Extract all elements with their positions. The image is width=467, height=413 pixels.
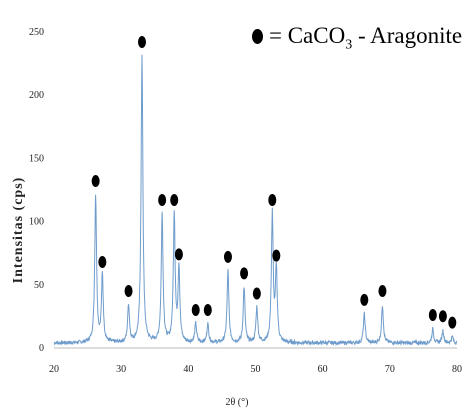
y-axis-label: Intensitas (cps) <box>11 177 26 284</box>
chart-series <box>53 54 458 347</box>
aragonite-marker <box>124 285 133 298</box>
x-axis-label: 2θ (°) <box>226 397 249 408</box>
y-tick-label: 150 <box>29 153 44 164</box>
aragonite-marker <box>203 303 212 316</box>
aragonite-marker <box>272 249 281 262</box>
aragonite-marker <box>428 309 437 322</box>
legend-text-suffix: - Aragonite <box>352 23 463 48</box>
legend-subscript: 3 <box>345 37 353 53</box>
aragonite-marker <box>448 316 457 329</box>
aragonite-marker <box>360 293 369 306</box>
aragonite-marker <box>240 267 249 280</box>
aragonite-marker <box>137 36 146 49</box>
y-tick-label: 200 <box>29 90 44 101</box>
aragonite-marker <box>252 287 261 300</box>
y-tick-label: 50 <box>34 280 44 291</box>
x-tick-label: 70 <box>385 364 395 375</box>
aragonite-marker <box>91 175 100 188</box>
aragonite-marker <box>98 255 107 268</box>
aragonite-marker <box>438 310 447 323</box>
x-tick-label: 50 <box>251 364 261 375</box>
aragonite-marker <box>378 285 387 298</box>
aragonite-marker <box>223 250 232 263</box>
x-tick-label: 40 <box>183 364 193 375</box>
legend-marker-icon <box>252 29 263 44</box>
y-tick-label: 250 <box>29 27 44 38</box>
x-tick-label: 20 <box>49 364 59 375</box>
aragonite-marker <box>174 248 183 261</box>
y-tick-label: 0 <box>39 343 44 354</box>
aragonite-marker <box>268 194 277 207</box>
y-tick-label: 100 <box>29 217 44 228</box>
aragonite-markers <box>91 36 457 329</box>
legend-text-prefix: = CaCO <box>269 23 346 48</box>
x-tick-label: 80 <box>452 364 462 375</box>
aragonite-marker <box>191 303 200 316</box>
tick-labels: 20 30 40 50 60 70 80 0 50 100 150 200 250 <box>29 27 462 375</box>
diffraction-pattern-line <box>53 54 458 347</box>
x-tick-label: 30 <box>116 364 126 375</box>
aragonite-marker <box>170 194 179 207</box>
aragonite-marker <box>158 194 167 207</box>
x-tick-label: 60 <box>318 364 328 375</box>
chart-legend: = CaCO3 - Aragonite <box>252 24 462 53</box>
